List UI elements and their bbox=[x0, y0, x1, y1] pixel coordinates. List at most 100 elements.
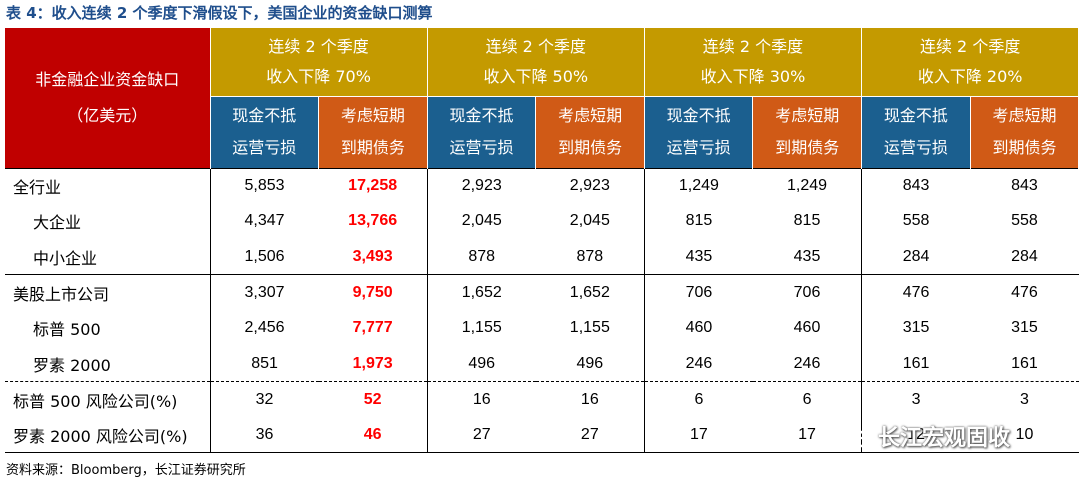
table-cell: 815 bbox=[685, 212, 713, 230]
row-label: 美股上市公司 bbox=[5, 274, 211, 311]
table-cell: 496 bbox=[535, 345, 645, 382]
wechat-icon bbox=[836, 422, 869, 448]
table-cell: 460 bbox=[752, 310, 863, 346]
scenario-line2: 收入下降 30% bbox=[700, 66, 806, 86]
sub-header-cash: 现金不抵 运营亏损 bbox=[861, 95, 971, 168]
table-cell: 5,853 bbox=[210, 167, 319, 204]
table-cell: 13,766 bbox=[318, 203, 428, 240]
table-cell: 1,249 bbox=[752, 167, 863, 204]
table-cell: 1,155 bbox=[535, 310, 645, 346]
table-cell: 27 bbox=[427, 417, 536, 454]
table-cell: 315 bbox=[1011, 319, 1038, 337]
table-cell: 851 bbox=[251, 354, 278, 372]
funding-gap-table: 非金融企业资金缺口 （亿美元） 连续 2 个季度 收入下降 70% 连续 2 个… bbox=[5, 28, 1080, 454]
table-cell: 32 bbox=[210, 381, 319, 418]
table-cell: 878 bbox=[535, 239, 645, 275]
sub-header-line2: 到期债务 bbox=[340, 138, 405, 157]
table-cell: 52 bbox=[318, 381, 428, 418]
row-label: 标普 500 风险公司(%) bbox=[5, 381, 211, 418]
table-cell: 476 bbox=[861, 274, 971, 311]
row-label: 全行业 bbox=[5, 167, 211, 204]
table-cell: 161 bbox=[1011, 354, 1038, 372]
table-cell: 4,347 bbox=[244, 212, 285, 230]
sub-header-line2: 到期债务 bbox=[558, 138, 623, 157]
table-cell: 27 bbox=[535, 417, 645, 454]
table-cell: 476 bbox=[970, 274, 1079, 311]
scenario-line2: 收入下降 20% bbox=[917, 66, 1023, 86]
source-note: 资料来源：Bloomberg，长江证券研究所 bbox=[6, 463, 246, 478]
sub-header-cash: 现金不抵 运营亏损 bbox=[210, 95, 320, 168]
table-cell: 246 bbox=[685, 354, 713, 372]
table-cell: 161 bbox=[902, 354, 930, 372]
table-cell: 3 bbox=[970, 381, 1079, 418]
table-cell: 435 bbox=[685, 247, 713, 265]
table-cell: 3,307 bbox=[210, 274, 319, 311]
row-label: 标普 500 bbox=[5, 310, 211, 346]
table-cell: 12 bbox=[861, 417, 971, 454]
scenario-line1: 连续 2 个季度 bbox=[485, 36, 586, 56]
table-cell: 9,750 bbox=[318, 274, 428, 311]
table-cell: 435 bbox=[752, 239, 863, 275]
table-cell: 36 bbox=[210, 417, 319, 454]
table-cell: 315 bbox=[902, 319, 930, 337]
table-cell: 10 bbox=[970, 417, 1079, 454]
sub-header-cash: 现金不抵 运营亏损 bbox=[427, 95, 537, 168]
table-cell: 17,258 bbox=[318, 167, 428, 204]
table-cell: 558 bbox=[1011, 212, 1038, 230]
sub-header-line2: 运营亏损 bbox=[883, 138, 948, 157]
table-cell: 815 bbox=[752, 203, 863, 240]
table-cell: 284 bbox=[1011, 247, 1038, 265]
sub-header-line1: 现金不抵 bbox=[449, 106, 514, 125]
table-cell: 1,652 bbox=[535, 274, 645, 311]
corner-header-line2: （亿美元） bbox=[67, 105, 148, 125]
table-cell: 46 bbox=[318, 417, 428, 454]
table-cell: 1,506 bbox=[244, 247, 285, 265]
table-cell: 878 bbox=[468, 247, 496, 265]
sub-header-cash: 现金不抵 运营亏损 bbox=[644, 95, 754, 168]
scenario-header-30: 连续 2 个季度 收入下降 30% bbox=[644, 28, 863, 96]
table-cell: 284 bbox=[902, 247, 930, 265]
table-cell: 3 bbox=[861, 381, 971, 418]
table-row: 标普 500 2,456 7,777 1,155 1,155 460 460 315 315 bbox=[5, 310, 1079, 346]
sub-header-line2: 运营亏损 bbox=[232, 138, 297, 157]
table-cell: 16 bbox=[535, 381, 645, 418]
table-cell: 843 bbox=[970, 167, 1079, 204]
table-row: 罗素 2000 851 1,973 496 496 246 246 161 161 bbox=[5, 345, 1079, 382]
sub-header-debt: 考虑短期 到期债务 bbox=[318, 95, 428, 168]
table-cell: 1,973 bbox=[318, 345, 428, 382]
table-cell: 2,045 bbox=[461, 212, 502, 230]
table-row: 标普 500 风险公司(%) 32 52 16 16 6 6 3 3 bbox=[5, 381, 1079, 418]
scenario-header-20: 连续 2 个季度 收入下降 20% bbox=[861, 28, 1080, 96]
table-cell: 7,777 bbox=[318, 310, 428, 346]
table-cell: 460 bbox=[685, 319, 713, 337]
sub-header-line1: 考虑短期 bbox=[558, 106, 623, 125]
table-row: 大企业 4,347 13,766 2,045 2,045 815 815 558 558 bbox=[5, 203, 1079, 240]
row-label: 罗素 2000 bbox=[5, 345, 211, 382]
table-cell: 3,493 bbox=[318, 239, 428, 275]
sub-header-line1: 考虑短期 bbox=[992, 106, 1057, 125]
table-cell: 1,652 bbox=[427, 274, 536, 311]
watermark-text: 长江宏观固收 bbox=[878, 426, 1011, 451]
table-row: 中小企业 1,506 3,493 878 878 435 435 284 284 bbox=[5, 239, 1079, 275]
row-label: 大企业 bbox=[5, 203, 211, 240]
scenario-line2: 收入下降 70% bbox=[266, 66, 371, 86]
sub-header-line2: 到期债务 bbox=[992, 138, 1057, 157]
table-cell: 17 bbox=[752, 417, 863, 454]
sub-header-debt: 考虑短期 到期债务 bbox=[535, 95, 645, 168]
table-cell: 17 bbox=[644, 417, 753, 454]
table-cell: 6 bbox=[752, 381, 863, 418]
table-row: 罗素 2000 风险公司(%) 36 46 27 27 17 17 12 10 bbox=[5, 417, 1079, 454]
table-cell: 2,923 bbox=[427, 167, 536, 204]
sub-header-line2: 运营亏损 bbox=[666, 138, 731, 157]
scenario-line1: 连续 2 个季度 bbox=[702, 36, 804, 56]
sub-header-line1: 考虑短期 bbox=[340, 106, 405, 125]
row-label: 罗素 2000 风险公司(%) bbox=[5, 417, 211, 454]
table-cell: 1,155 bbox=[461, 319, 502, 337]
sub-header-line1: 现金不抵 bbox=[666, 106, 731, 125]
table-cell: 1,249 bbox=[644, 167, 753, 204]
sub-header-line2: 到期债务 bbox=[775, 138, 840, 157]
sub-header-line2: 运营亏损 bbox=[449, 138, 514, 157]
table-cell: 706 bbox=[752, 274, 863, 311]
scenario-line1: 连续 2 个季度 bbox=[268, 36, 369, 56]
table-cell: 16 bbox=[427, 381, 536, 418]
